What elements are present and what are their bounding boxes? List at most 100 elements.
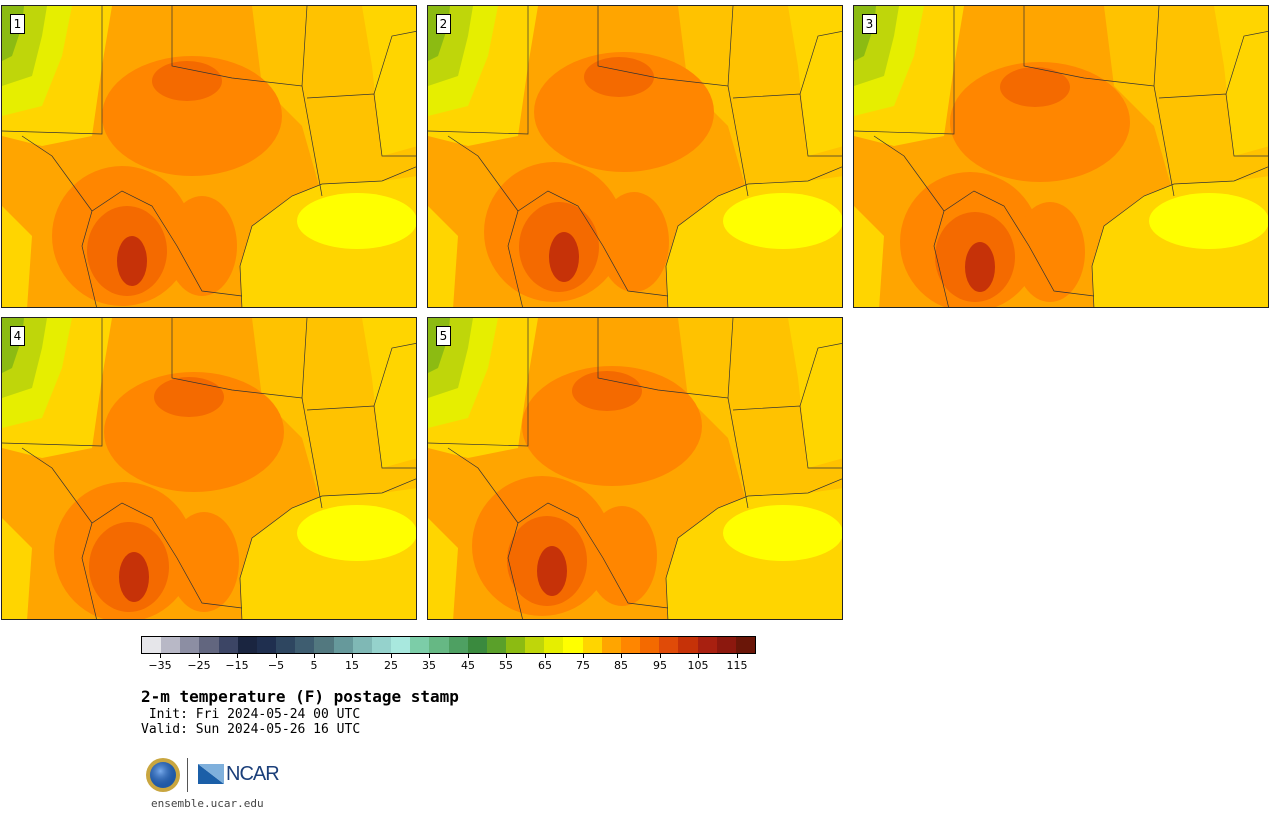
colorbar-tick-label: 95 (653, 659, 667, 672)
ncar-logo-icon (198, 764, 224, 784)
gulf-cool-zone (723, 193, 842, 249)
ncar-logo-text: NCAR (226, 762, 280, 785)
state-border (306, 405, 416, 469)
colorbar-swatch (505, 637, 526, 653)
colorbar-swatch (544, 637, 564, 653)
field-northeast (1214, 6, 1268, 156)
field-hottest (549, 232, 579, 282)
colorbar-tick (352, 653, 353, 658)
colorbar-tick (160, 653, 161, 658)
field-northeast (788, 318, 842, 468)
colorbar-tick-label: 45 (461, 659, 475, 672)
panel-label: 3 (862, 14, 877, 34)
colorbar-swatch (716, 637, 736, 653)
colorbar-swatch (352, 637, 372, 653)
colorbar-swatch (601, 637, 621, 653)
panel-label: 4 (10, 326, 25, 346)
colorbar-swatch (218, 637, 238, 653)
colorbar-tick (391, 653, 392, 658)
state-border (2, 318, 103, 447)
state-border (727, 397, 749, 509)
border-mexico (507, 210, 523, 307)
map-panel-1: 1 (1, 5, 417, 308)
colorbar-swatch (410, 637, 430, 653)
colorbar-swatch (525, 637, 545, 653)
colorbar-swatch (333, 637, 353, 653)
colorbar-swatch (161, 637, 181, 653)
map-panel-2: 2 (427, 5, 843, 308)
field-hottest (537, 546, 567, 596)
border-mexico (933, 210, 949, 307)
field-southwest (2, 206, 32, 307)
field-hottest (965, 242, 995, 292)
state-border (597, 318, 734, 399)
field-hot-central (102, 56, 282, 176)
colorbar-tick-label: 55 (499, 659, 513, 672)
colorbar-swatch (256, 637, 277, 653)
state-border (301, 397, 323, 509)
field-hot-coastal (599, 192, 669, 292)
colorbar-tick-label: −15 (225, 659, 249, 672)
colorbar-swatch (314, 637, 334, 653)
colorbar-swatch (659, 637, 679, 653)
map-panel-5: 5 (427, 317, 843, 620)
colorbar-tick-label: 65 (538, 659, 552, 672)
border-mexico (81, 210, 97, 307)
colorbar-swatch (429, 637, 449, 653)
panel-label: 5 (436, 326, 451, 346)
field-hottest (117, 236, 147, 286)
colorbar-tick-label: 25 (384, 659, 398, 672)
field-southwest (428, 206, 458, 307)
colorbar-tick (199, 653, 200, 658)
field-hot-core (154, 377, 224, 417)
field-hot-core (1000, 67, 1070, 107)
colorbar-tick (698, 653, 699, 658)
temperature-map (428, 318, 842, 619)
colorbar-tick (468, 653, 469, 658)
field-hot-core (152, 61, 222, 101)
colorbar-swatch (563, 637, 583, 653)
colorbar-swatch (237, 637, 257, 653)
panel-label: 1 (10, 14, 25, 34)
panel-label: 2 (436, 14, 451, 34)
colorbar-swatch (142, 637, 162, 653)
colorbar-tick (314, 653, 315, 658)
border-mexico (21, 447, 243, 609)
colorbar-tick-label: 15 (345, 659, 359, 672)
border-mexico (21, 135, 243, 297)
gulf-cool-zone (723, 505, 842, 561)
coastline (1091, 166, 1268, 307)
field-southwest (428, 518, 458, 619)
colorbar-swatch (486, 637, 506, 653)
colorbar-swatch (180, 637, 200, 653)
state-border (428, 318, 529, 447)
field-hot-core (572, 371, 642, 411)
field-hot-coastal (587, 506, 657, 606)
border-mexico (447, 447, 669, 609)
field-hottest (119, 552, 149, 602)
chart-title: 2-m temperature (F) postage stamp (141, 687, 459, 706)
field-northeast (788, 6, 842, 156)
state-border (732, 405, 842, 469)
nsf-logo-icon (146, 758, 180, 792)
state-border (854, 6, 955, 135)
border-mexico (447, 135, 669, 297)
field-hot-central (950, 62, 1130, 182)
gulf-cool-zone (297, 505, 416, 561)
valid-time: Valid: Sun 2024-05-26 16 UTC (141, 722, 361, 737)
colorbar-tick-label: −35 (148, 659, 172, 672)
init-time: Init: Fri 2024-05-24 00 UTC (141, 707, 361, 722)
state-border (306, 93, 416, 157)
website-url: ensemble.ucar.edu (151, 797, 264, 810)
temperature-map (854, 6, 1268, 307)
colorbar-swatch (697, 637, 717, 653)
field-northeast (362, 318, 416, 468)
state-border (1023, 6, 1160, 87)
temperature-map (2, 6, 416, 307)
colorbar-tick-label: 105 (687, 659, 709, 672)
colorbar-tick-label: −25 (187, 659, 211, 672)
state-border (1158, 93, 1268, 157)
map-panel-3: 3 (853, 5, 1269, 308)
state-border (799, 31, 842, 95)
state-border (727, 85, 749, 197)
